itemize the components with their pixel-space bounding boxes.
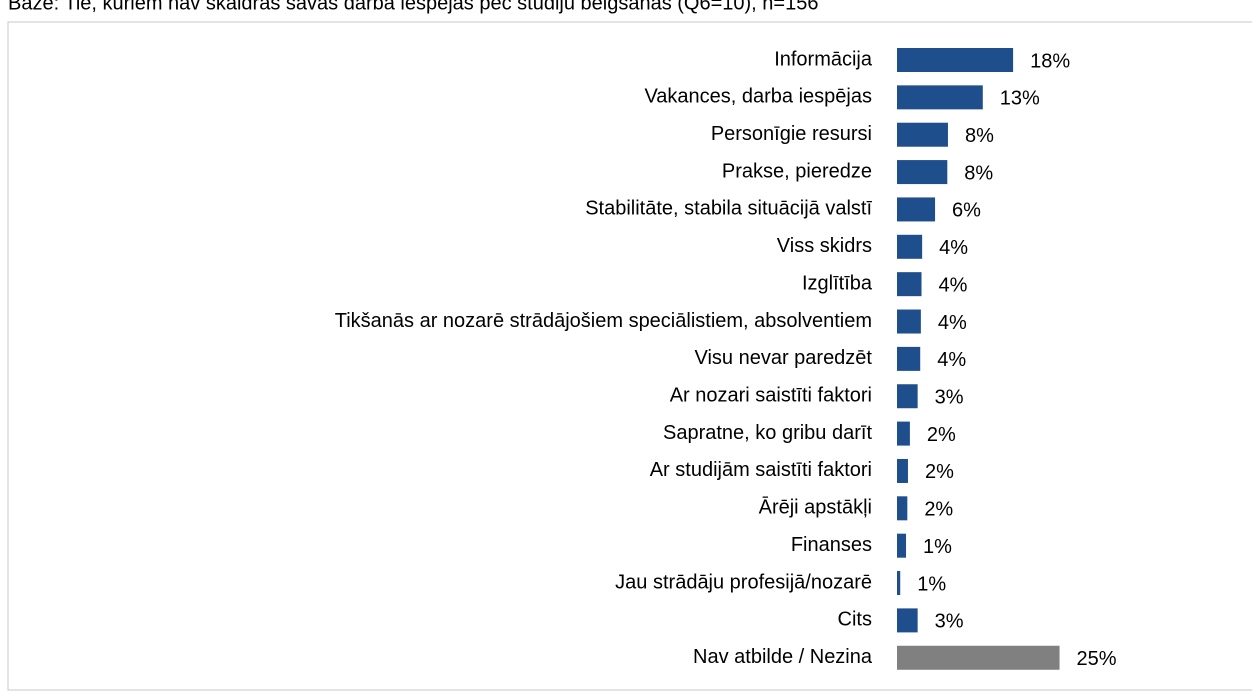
value-label: 1% (917, 573, 946, 595)
bar (897, 234, 923, 259)
chart-frame (7, 21, 1252, 691)
value-label: 2% (927, 424, 956, 446)
category-label: Finanses (791, 534, 872, 556)
category-label: Visu nevar paredzēt (694, 347, 872, 369)
bar (897, 160, 948, 185)
bar (897, 533, 907, 558)
bar (897, 48, 1014, 72)
bar (897, 384, 918, 409)
value-label: 1% (923, 536, 952, 558)
category-label: Informācija (774, 48, 873, 70)
value-label: 4% (939, 237, 968, 259)
category-label: Personīgie resursi (711, 123, 872, 145)
value-label: 13% (1000, 88, 1040, 110)
bar (897, 571, 901, 596)
value-label: 4% (939, 274, 968, 296)
bar (897, 85, 983, 110)
bar (897, 421, 910, 446)
chart-subtitle: Bāze: Tie, kuriem nav skaidras savas dar… (8, 0, 818, 14)
bar (897, 122, 948, 147)
value-label: 3% (935, 387, 964, 409)
bar (897, 496, 908, 521)
value-label: 4% (937, 349, 966, 371)
bar (897, 272, 922, 297)
category-label: Sapratne, ko gribu darīt (663, 422, 872, 444)
value-label: 25% (1077, 648, 1117, 670)
value-label: 18% (1030, 50, 1070, 72)
category-label: Vakances, darba iespējas (644, 86, 872, 108)
category-label: Nav atbilde / Nezina (693, 646, 873, 668)
category-label: Ārēji apstākļi (759, 496, 872, 519)
category-label: Tikšanās ar nozarē strādājošiem speciāli… (335, 310, 872, 332)
category-label: Ar studijām saistīti faktori (650, 459, 872, 481)
bar (897, 608, 918, 633)
category-label: Stabilitāte, stabila situācijā valstī (585, 198, 872, 220)
bar (897, 458, 908, 483)
value-label: 8% (964, 162, 993, 184)
value-label: 6% (952, 200, 981, 222)
value-label: 4% (938, 312, 967, 334)
value-label: 8% (965, 125, 994, 147)
bar (897, 346, 921, 371)
bar (897, 197, 936, 222)
bar (897, 309, 921, 334)
value-label: 2% (924, 499, 953, 521)
bar (897, 645, 1060, 670)
value-label: 3% (935, 611, 964, 633)
category-label: Izglītība (802, 272, 873, 294)
value-label: 2% (925, 461, 954, 483)
category-label: Cits (838, 609, 872, 631)
category-label: Ar nozari saistīti faktori (670, 385, 872, 407)
category-label: Viss skidrs (777, 235, 872, 257)
category-label: Prakse, pieredze (722, 160, 872, 182)
category-label: Jau strādāju profesijā/nozarē (615, 571, 872, 593)
